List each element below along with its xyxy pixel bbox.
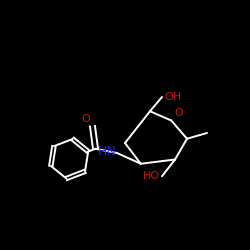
- Text: HN: HN: [98, 145, 116, 158]
- Text: O: O: [81, 114, 90, 124]
- Text: HO: HO: [142, 171, 160, 181]
- Text: O: O: [174, 108, 183, 118]
- Text: OH: OH: [164, 92, 182, 102]
